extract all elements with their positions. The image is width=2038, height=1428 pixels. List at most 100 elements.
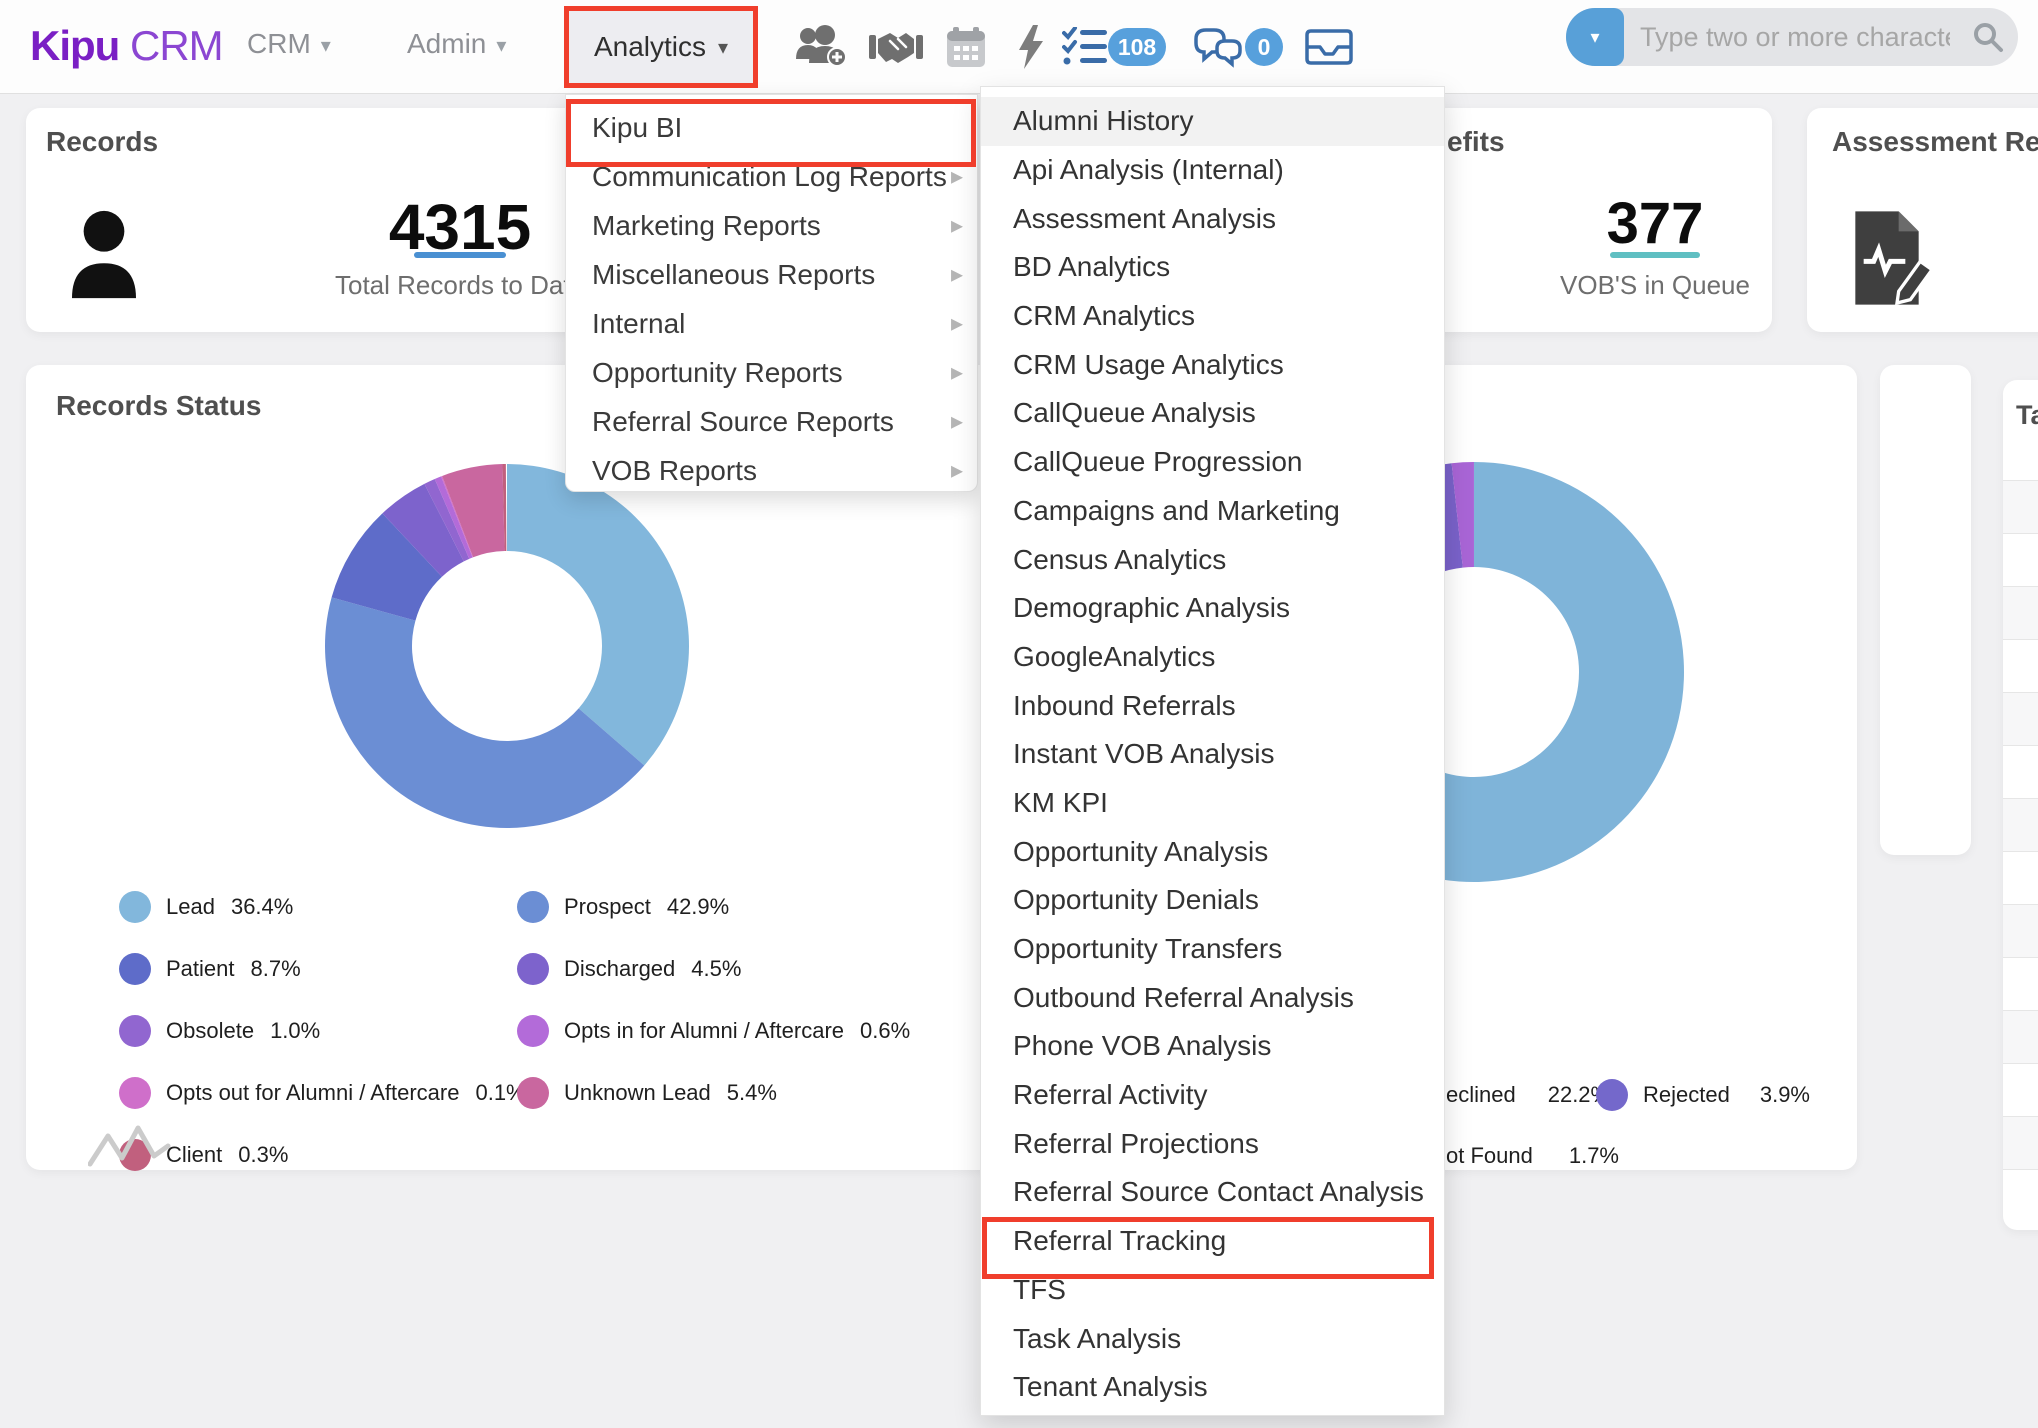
chevron-right-icon: ▸ bbox=[950, 212, 963, 239]
legend-label: Patient bbox=[166, 956, 235, 981]
menu-item-vob-reports[interactable]: VOB Reports ▸ bbox=[566, 446, 977, 495]
menu-item-label: Kipu BI bbox=[592, 111, 683, 143]
legend-pct: 42.9% bbox=[666, 894, 730, 919]
chevron-right-icon: ▸ bbox=[950, 163, 963, 190]
menu-item-miscellaneous-reports[interactable]: Miscellaneous Reports ▸ bbox=[566, 250, 977, 299]
search-icon[interactable] bbox=[1972, 21, 2004, 53]
legend-pct: 5.4% bbox=[726, 1080, 777, 1105]
submenu-item-opportunity-transfers[interactable]: Opportunity Transfers bbox=[1013, 933, 1283, 965]
submenu-item-tfs[interactable]: TFS bbox=[1013, 1273, 1066, 1305]
nav-item-analytics[interactable]: Analytics ▾ bbox=[564, 6, 758, 88]
submenu-item-bd-analytics[interactable]: BD Analytics bbox=[1013, 251, 1171, 283]
donut-slice-opts-out-for-alumni-aftercare bbox=[441, 475, 474, 558]
submenu-item-referral-activity[interactable]: Referral Activity bbox=[1013, 1079, 1208, 1111]
table-row bbox=[2003, 586, 2038, 639]
calendar-button[interactable] bbox=[946, 0, 986, 94]
submenu-item-referral-tracking[interactable]: Referral Tracking bbox=[1013, 1225, 1227, 1257]
legend-item-discharged: Discharged 4.5% bbox=[517, 938, 910, 1000]
submenu-item-alumni-history[interactable]: Alumni History bbox=[981, 97, 1444, 146]
benefits-card-title-partial: efits bbox=[1447, 126, 1505, 157]
submenu-item-callqueue-analysis[interactable]: CallQueue Analysis bbox=[1013, 397, 1256, 429]
submenu-item-phone-vob-analysis[interactable]: Phone VOB Analysis bbox=[1013, 1030, 1272, 1062]
analytics-menu-list: Kipu BI Communication Log Reports ▸ Marketi… bbox=[566, 103, 977, 495]
submenu-item-crm-analytics[interactable]: CRM Analytics bbox=[1013, 300, 1196, 332]
handshake-icon bbox=[869, 33, 923, 63]
table-row bbox=[2003, 1116, 2038, 1169]
legend-item-opts-in-for-alumni-aftercare: Opts in for Alumni / Aftercare 0.6% bbox=[517, 1000, 910, 1062]
chevron-right-icon: ▸ bbox=[950, 359, 963, 386]
menu-item-kipu-bi[interactable]: Kipu BI bbox=[566, 103, 977, 152]
app-logo[interactable]: Kipu CRM bbox=[30, 22, 224, 70]
submenu-item-task-analysis[interactable]: Task Analysis bbox=[1013, 1322, 1182, 1354]
tasks-button[interactable] bbox=[1062, 0, 1108, 94]
legend-item-prospect: Prospect 42.9% bbox=[517, 876, 910, 938]
submenu-item-km-kpi[interactable]: KM KPI bbox=[1013, 786, 1108, 818]
table-row-divider bbox=[2003, 851, 2038, 852]
table-row-divider bbox=[2003, 1116, 2038, 1117]
legend-pct: 8.7% bbox=[250, 956, 301, 981]
nav-item-crm[interactable]: CRM ▾ bbox=[247, 28, 331, 60]
referrals-button[interactable] bbox=[868, 0, 924, 94]
legend-label: Obsolete bbox=[166, 1018, 255, 1043]
records-underline bbox=[414, 252, 506, 258]
benefits-caption: VOB'S in Queue bbox=[1560, 270, 1750, 300]
table-row-divider bbox=[2003, 798, 2038, 799]
menu-item-marketing-reports[interactable]: Marketing Reports ▸ bbox=[566, 201, 977, 250]
submenu-item-instant-vob-analysis[interactable]: Instant VOB Analysis bbox=[1013, 738, 1275, 770]
submenu-item-demographic-analysis[interactable]: Demographic Analysis bbox=[1013, 592, 1291, 624]
legend-dot bbox=[517, 953, 549, 985]
legend-label-not-found-partial: ot Found bbox=[1446, 1143, 1533, 1168]
chevron-down-icon: ▾ bbox=[1590, 26, 1600, 47]
legend-item-rejected: Rejected 3.9% bbox=[1596, 1064, 1810, 1126]
submenu-item-opportunity-analysis[interactable]: Opportunity Analysis bbox=[1013, 835, 1269, 867]
submenu-item-crm-usage-analytics[interactable]: CRM Usage Analytics bbox=[1013, 348, 1284, 380]
submenu-item-referral-projections[interactable]: Referral Projections bbox=[1013, 1127, 1259, 1159]
table-row-divider bbox=[2003, 639, 2038, 640]
submenu-item-campaigns-and-marketing[interactable]: Campaigns and Marketing bbox=[1013, 494, 1340, 526]
legend-item-declined: eclined 22.2% bbox=[1446, 1064, 1610, 1126]
menu-item-label: Marketing Reports bbox=[592, 209, 821, 241]
tasks-count-badge[interactable]: 108 bbox=[1108, 28, 1166, 66]
submenu-item-outbound-referral-analysis[interactable]: Outbound Referral Analysis bbox=[1013, 981, 1354, 1013]
quick-actions-button[interactable] bbox=[1016, 0, 1046, 94]
submenu-item-opportunity-denials[interactable]: Opportunity Denials bbox=[1013, 884, 1259, 916]
messages-button[interactable] bbox=[1193, 0, 1243, 94]
donut-slice-obsolete bbox=[424, 478, 470, 562]
chevron-right-icon: ▸ bbox=[950, 261, 963, 288]
legend-dot-rejected bbox=[1596, 1079, 1628, 1111]
add-contact-button[interactable] bbox=[795, 0, 847, 94]
records-status-legend-col2: Prospect 42.9% Discharged 4.5% Opts in for A… bbox=[517, 876, 910, 1124]
submenu-item-inbound-referrals[interactable]: Inbound Referrals bbox=[1013, 689, 1236, 721]
menu-item-referral-source-reports[interactable]: Referral Source Reports ▸ bbox=[566, 397, 977, 446]
legend-dot bbox=[517, 1077, 549, 1109]
menu-item-internal[interactable]: Internal ▸ bbox=[566, 299, 977, 348]
search-input[interactable] bbox=[1640, 8, 1950, 66]
menu-item-label: Referral Source Reports bbox=[592, 405, 894, 437]
submenu-item-callqueue-progression[interactable]: CallQueue Progression bbox=[1013, 446, 1303, 478]
menu-item-communication-log-reports[interactable]: Communication Log Reports ▸ bbox=[566, 152, 977, 201]
table-row-divider bbox=[2003, 480, 2038, 481]
inbox-button[interactable] bbox=[1305, 0, 1353, 94]
partial-card bbox=[1880, 365, 1971, 855]
assessment-doc-pencil-icon bbox=[1855, 211, 1932, 306]
assessment-card-title-partial: Assessment Respo bbox=[1832, 126, 2038, 157]
donut-slice-discharged bbox=[382, 483, 464, 577]
legend-label: Prospect bbox=[564, 894, 651, 919]
submenu-item-census-analytics[interactable]: Census Analytics bbox=[1013, 543, 1227, 575]
messages-count-badge[interactable]: 0 bbox=[1245, 28, 1283, 66]
records-status-card: Records Status Lead 36.4% Patient 8.7% Obsol… bbox=[26, 365, 1000, 1171]
legend-label: Client bbox=[166, 1142, 223, 1167]
submenu-item-tenant-analysis[interactable]: Tenant Analysis bbox=[1013, 1371, 1208, 1403]
table-row-divider bbox=[2003, 692, 2038, 693]
legend-pct: 0.3% bbox=[238, 1142, 289, 1167]
submenu-item-googleanalytics[interactable]: GoogleAnalytics bbox=[1013, 640, 1216, 672]
menu-item-opportunity-reports[interactable]: Opportunity Reports ▸ bbox=[566, 348, 977, 397]
search-scope-dropdown[interactable]: ▾ bbox=[1566, 8, 1624, 66]
records-status-title: Records Status bbox=[56, 390, 262, 421]
submenu-item-assessment-analysis[interactable]: Assessment Analysis bbox=[1013, 202, 1276, 234]
nav-item-admin[interactable]: Admin ▾ bbox=[407, 28, 506, 60]
submenu-item-referral-source-contact-analysis[interactable]: Referral Source Contact Analysis bbox=[1013, 1176, 1424, 1208]
legend-item-not-found: ot Found 1.7% bbox=[1446, 1125, 1619, 1187]
table-row-divider bbox=[2003, 1169, 2038, 1170]
submenu-item-api-analysis-internal[interactable]: Api Analysis (Internal) bbox=[1013, 154, 1284, 186]
